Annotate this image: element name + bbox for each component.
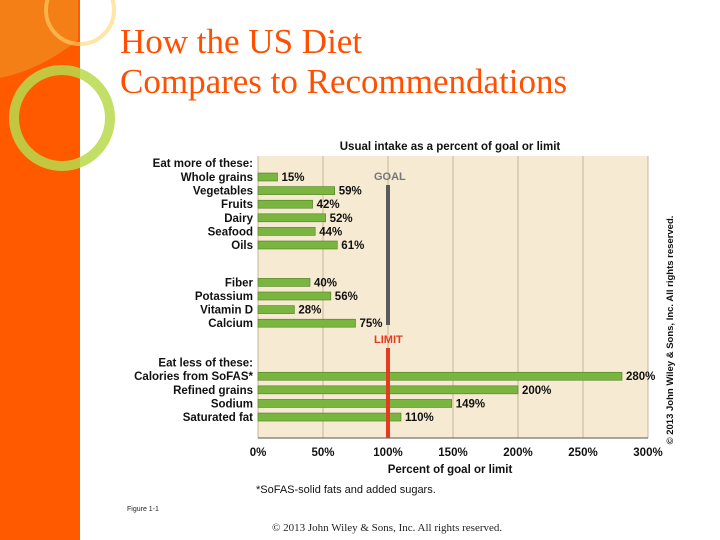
x-tick-label: 150% <box>438 447 467 459</box>
data-label: 28% <box>298 305 321 317</box>
x-axis-label: Percent of goal or limit <box>388 464 513 476</box>
data-label: 200% <box>522 385 551 397</box>
x-tick-label: 100% <box>373 447 402 459</box>
bar <box>257 412 402 422</box>
bar <box>257 240 338 250</box>
category-label: Vitamin D <box>200 305 253 317</box>
slide-title-line-2: Compares to Recommendations <box>120 62 568 101</box>
data-label: 56% <box>335 291 358 303</box>
data-label: 280% <box>626 371 655 383</box>
bar <box>257 318 356 328</box>
category-label: Seafood <box>208 226 253 238</box>
bar <box>257 227 316 236</box>
data-label: 15% <box>282 172 305 184</box>
category-label: Dairy <box>224 213 253 225</box>
x-tick-label: 0% <box>250 447 267 459</box>
goal-label: GOAL <box>374 171 406 183</box>
x-tick-labels: 0% 50% 100% 150% 200% 250% 300% <box>250 447 663 459</box>
limit-label: LIMIT <box>374 334 403 346</box>
bar <box>257 213 326 223</box>
chart-footnote: *SoFAS-solid fats and added sugars. <box>256 484 436 496</box>
data-label: 110% <box>405 412 434 424</box>
data-label: 40% <box>314 277 337 289</box>
group-heading-eat-more: Eat more of these: <box>153 158 253 170</box>
data-label: 42% <box>317 199 340 211</box>
category-label: Saturated fat <box>183 412 253 424</box>
slide-title: How the US Diet Compares to Recommendati… <box>120 22 700 102</box>
data-label: 61% <box>341 240 364 252</box>
bar <box>257 172 278 182</box>
value-labels: 15% 59%42% 52%44% 61% 40% 56% 28% 75% 280% 200% 14… <box>282 172 656 424</box>
category-label: Potassium <box>195 291 253 303</box>
x-tick-label: 200% <box>503 447 532 459</box>
decorative-rings <box>0 0 116 171</box>
category-label: Fruits <box>221 199 253 211</box>
data-label: 44% <box>319 226 342 238</box>
bar <box>257 291 332 301</box>
decorative-leaf-shape <box>0 0 78 78</box>
bar <box>257 305 295 314</box>
group-heading-eat-less: Eat less of these: <box>158 358 253 370</box>
category-label: Whole grains <box>181 172 253 184</box>
data-label: 52% <box>330 213 353 225</box>
category-label: Sodium <box>211 398 253 410</box>
category-label: Fiber <box>225 277 254 289</box>
category-label: Oils <box>231 240 253 252</box>
x-tick-label: 300% <box>633 447 662 459</box>
chart-title: Usual intake as a percent of goal or lim… <box>340 141 561 153</box>
bar <box>257 371 623 381</box>
decorative-ring-large <box>9 65 115 171</box>
footer-copyright: © 2013 John Wiley & Sons, Inc. All right… <box>272 522 503 534</box>
figure-label: Figure 1-1 <box>127 506 159 513</box>
side-copyright-credit: © 2013 John Wiley & Sons, Inc. All right… <box>665 216 676 445</box>
bar <box>257 199 313 209</box>
bar <box>257 278 311 287</box>
data-label: 59% <box>339 186 362 198</box>
x-tick-label: 50% <box>311 447 334 459</box>
orange-side-stripe <box>0 0 80 540</box>
category-label: Refined grains <box>173 385 253 397</box>
data-label: 149% <box>456 398 485 410</box>
x-tick-label: 250% <box>568 447 597 459</box>
slide-title-line-1: How the US Diet <box>120 22 363 61</box>
bar <box>257 186 335 195</box>
data-label: 75% <box>360 318 383 330</box>
category-label: Calcium <box>208 318 253 330</box>
category-label: Calories from SoFAS* <box>134 371 253 383</box>
category-label: Vegetables <box>193 186 253 198</box>
bar <box>257 399 452 408</box>
decorative-ring-small <box>44 0 116 46</box>
